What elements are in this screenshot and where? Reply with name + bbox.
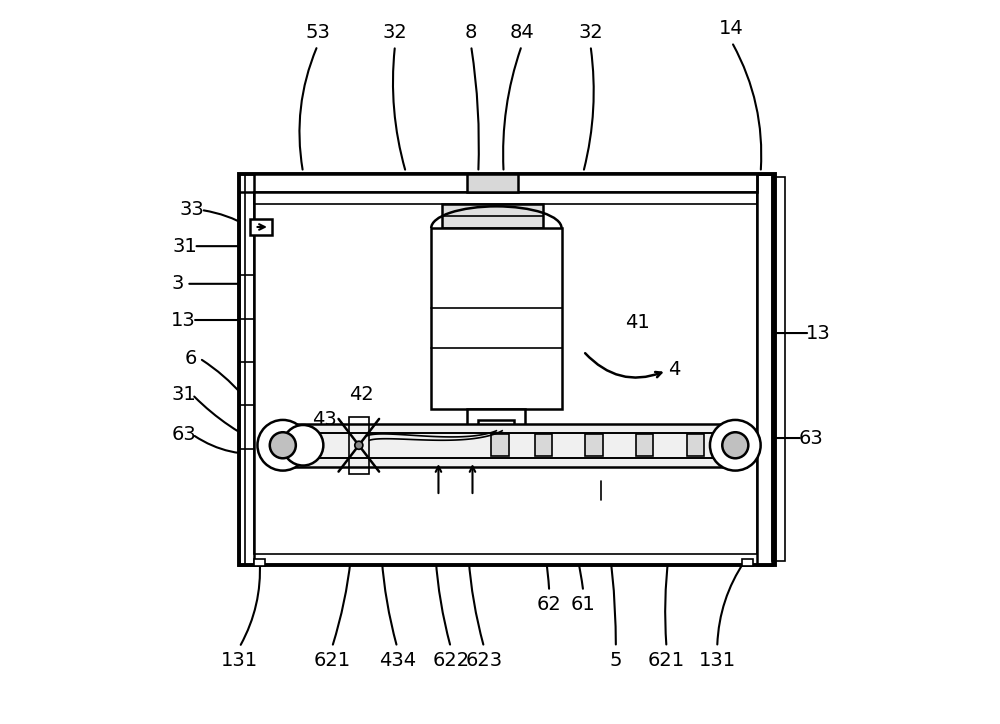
Text: 84: 84 xyxy=(509,23,534,42)
Text: 32: 32 xyxy=(578,23,603,42)
Text: 4: 4 xyxy=(668,360,680,379)
Bar xyxy=(431,228,562,409)
Bar xyxy=(442,204,543,228)
Bar xyxy=(254,559,265,566)
Bar xyxy=(254,192,757,204)
Bar xyxy=(254,185,757,554)
Text: 42: 42 xyxy=(349,385,373,404)
Bar xyxy=(687,434,704,456)
Text: 62: 62 xyxy=(537,595,562,614)
Text: 63: 63 xyxy=(799,429,824,447)
Bar xyxy=(478,420,514,431)
Circle shape xyxy=(270,432,296,458)
Bar xyxy=(250,219,272,235)
Text: 621: 621 xyxy=(313,651,351,670)
Bar xyxy=(742,559,753,566)
Bar xyxy=(239,174,775,565)
Text: 31: 31 xyxy=(173,237,197,256)
Text: 8: 8 xyxy=(465,23,477,42)
Circle shape xyxy=(257,420,308,471)
Bar xyxy=(467,409,525,431)
Bar xyxy=(535,434,552,456)
Circle shape xyxy=(283,425,323,466)
Bar xyxy=(757,174,772,565)
Bar xyxy=(585,434,603,456)
Text: 622: 622 xyxy=(432,651,469,670)
Text: 6: 6 xyxy=(185,349,197,368)
Text: 13: 13 xyxy=(806,324,831,342)
Bar xyxy=(272,424,746,467)
Text: 623: 623 xyxy=(466,651,503,670)
Circle shape xyxy=(722,432,748,458)
Text: 621: 621 xyxy=(648,651,685,670)
Bar xyxy=(772,177,785,561)
Text: 13: 13 xyxy=(171,311,196,329)
Text: 61: 61 xyxy=(571,595,596,614)
Bar xyxy=(239,174,757,192)
Text: 131: 131 xyxy=(699,651,736,670)
Text: 131: 131 xyxy=(221,651,258,670)
Text: 32: 32 xyxy=(383,23,407,42)
Circle shape xyxy=(710,420,761,471)
Text: 53: 53 xyxy=(305,23,330,42)
Text: 43: 43 xyxy=(312,411,337,429)
Text: 3: 3 xyxy=(172,274,184,293)
Bar xyxy=(636,434,653,456)
Text: 5: 5 xyxy=(610,651,622,670)
Text: 33: 33 xyxy=(180,201,205,219)
Circle shape xyxy=(355,441,363,450)
Bar xyxy=(467,174,518,192)
Text: 14: 14 xyxy=(719,20,744,38)
Bar xyxy=(491,434,509,456)
Text: 63: 63 xyxy=(171,425,196,444)
Text: 31: 31 xyxy=(171,385,196,404)
Text: 41: 41 xyxy=(625,313,650,332)
Bar xyxy=(349,417,369,473)
Bar xyxy=(272,433,746,458)
Text: 434: 434 xyxy=(379,651,416,670)
Bar xyxy=(239,174,254,565)
